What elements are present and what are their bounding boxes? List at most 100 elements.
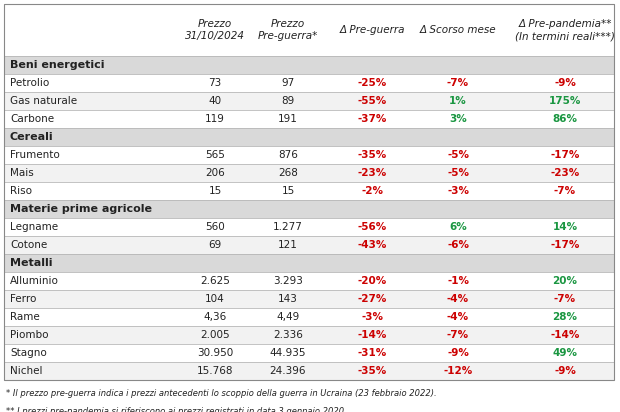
Text: -7%: -7% xyxy=(554,186,576,196)
Text: Ferro: Ferro xyxy=(10,294,37,304)
Text: -37%: -37% xyxy=(357,114,387,124)
Text: -2%: -2% xyxy=(361,186,383,196)
Text: 6%: 6% xyxy=(449,222,467,232)
Text: 3%: 3% xyxy=(449,114,467,124)
Text: 143: 143 xyxy=(278,294,298,304)
Text: -35%: -35% xyxy=(357,150,387,160)
Text: 49%: 49% xyxy=(552,348,577,358)
Bar xyxy=(4,254,614,272)
Text: 2.336: 2.336 xyxy=(273,330,303,340)
Text: 191: 191 xyxy=(278,114,298,124)
Text: 20%: 20% xyxy=(552,276,577,286)
Text: -17%: -17% xyxy=(551,150,580,160)
Text: Rame: Rame xyxy=(10,312,40,322)
Text: 2.625: 2.625 xyxy=(200,276,230,286)
Text: -14%: -14% xyxy=(551,330,580,340)
Text: Piombo: Piombo xyxy=(10,330,48,340)
Text: -12%: -12% xyxy=(443,366,472,376)
Text: Petrolio: Petrolio xyxy=(10,78,49,88)
Text: -5%: -5% xyxy=(447,150,469,160)
Bar xyxy=(4,326,614,344)
Text: 89: 89 xyxy=(281,96,294,106)
Text: Riso: Riso xyxy=(10,186,32,196)
Text: 175%: 175% xyxy=(549,96,581,106)
Text: -1%: -1% xyxy=(447,276,469,286)
Text: Prezzo
31/10/2024: Prezzo 31/10/2024 xyxy=(185,19,245,41)
Text: 40: 40 xyxy=(208,96,221,106)
Bar xyxy=(4,236,614,254)
Text: -3%: -3% xyxy=(361,312,383,322)
Text: -23%: -23% xyxy=(551,168,580,178)
Bar xyxy=(4,308,614,326)
Text: -23%: -23% xyxy=(357,168,387,178)
Bar xyxy=(4,74,614,92)
Text: ** I prezzi pre-pandemia si riferiscono ai prezzi registrati in data 3 gennaio 2: ** I prezzi pre-pandemia si riferiscono … xyxy=(6,407,347,412)
Text: Stagno: Stagno xyxy=(10,348,46,358)
Bar xyxy=(4,218,614,236)
Text: -7%: -7% xyxy=(554,294,576,304)
Text: -56%: -56% xyxy=(357,222,387,232)
Text: -6%: -6% xyxy=(447,240,469,250)
Text: 44.935: 44.935 xyxy=(270,348,306,358)
Text: Metalli: Metalli xyxy=(10,258,53,268)
Text: Carbone: Carbone xyxy=(10,114,54,124)
Text: 97: 97 xyxy=(281,78,294,88)
Bar xyxy=(4,56,614,74)
Bar xyxy=(4,182,614,200)
Text: Nichel: Nichel xyxy=(10,366,43,376)
Text: 24.396: 24.396 xyxy=(270,366,306,376)
Bar xyxy=(4,200,614,218)
Text: 268: 268 xyxy=(278,168,298,178)
Text: * Il prezzo pre-guerra indica i prezzi antecedenti lo scoppio della guerra in Uc: * Il prezzo pre-guerra indica i prezzi a… xyxy=(6,389,436,398)
Text: -7%: -7% xyxy=(447,78,469,88)
Bar xyxy=(4,164,614,182)
Text: 69: 69 xyxy=(208,240,221,250)
Text: 30.950: 30.950 xyxy=(197,348,233,358)
Text: -7%: -7% xyxy=(447,330,469,340)
Text: 2.005: 2.005 xyxy=(200,330,230,340)
Text: Cotone: Cotone xyxy=(10,240,47,250)
Text: 15: 15 xyxy=(281,186,294,196)
Text: -27%: -27% xyxy=(357,294,387,304)
Text: Frumento: Frumento xyxy=(10,150,60,160)
Text: -35%: -35% xyxy=(357,366,387,376)
Text: Alluminio: Alluminio xyxy=(10,276,59,286)
Text: 15: 15 xyxy=(208,186,221,196)
Text: 14%: 14% xyxy=(552,222,578,232)
Bar xyxy=(4,362,614,380)
Text: 86%: 86% xyxy=(552,114,577,124)
Text: 1.277: 1.277 xyxy=(273,222,303,232)
Bar xyxy=(4,290,614,308)
Text: 4,36: 4,36 xyxy=(203,312,227,322)
Text: 15.768: 15.768 xyxy=(197,366,233,376)
Text: Prezzo
Pre-guerra*: Prezzo Pre-guerra* xyxy=(258,19,318,41)
Text: 119: 119 xyxy=(205,114,225,124)
Text: -4%: -4% xyxy=(447,312,469,322)
Text: -9%: -9% xyxy=(447,348,469,358)
Text: -25%: -25% xyxy=(357,78,387,88)
Bar xyxy=(4,4,614,56)
Text: Cereali: Cereali xyxy=(10,132,53,142)
Text: -4%: -4% xyxy=(447,294,469,304)
Text: Mais: Mais xyxy=(10,168,33,178)
Text: -43%: -43% xyxy=(357,240,387,250)
Text: -31%: -31% xyxy=(357,348,387,358)
Text: 104: 104 xyxy=(205,294,225,304)
Text: 73: 73 xyxy=(208,78,221,88)
Text: 560: 560 xyxy=(205,222,225,232)
Text: Gas naturale: Gas naturale xyxy=(10,96,77,106)
Text: Δ Pre-pandemia**
(In termini reali***): Δ Pre-pandemia** (In termini reali***) xyxy=(515,19,615,41)
Text: -3%: -3% xyxy=(447,186,469,196)
Text: 28%: 28% xyxy=(552,312,577,322)
Text: -9%: -9% xyxy=(554,366,576,376)
Text: -14%: -14% xyxy=(357,330,387,340)
Text: 206: 206 xyxy=(205,168,225,178)
Text: 876: 876 xyxy=(278,150,298,160)
Bar xyxy=(4,272,614,290)
Text: -5%: -5% xyxy=(447,168,469,178)
Text: -9%: -9% xyxy=(554,78,576,88)
Text: Δ Scorso mese: Δ Scorso mese xyxy=(420,25,497,35)
Bar xyxy=(4,92,614,110)
Text: 1%: 1% xyxy=(449,96,467,106)
Text: 565: 565 xyxy=(205,150,225,160)
